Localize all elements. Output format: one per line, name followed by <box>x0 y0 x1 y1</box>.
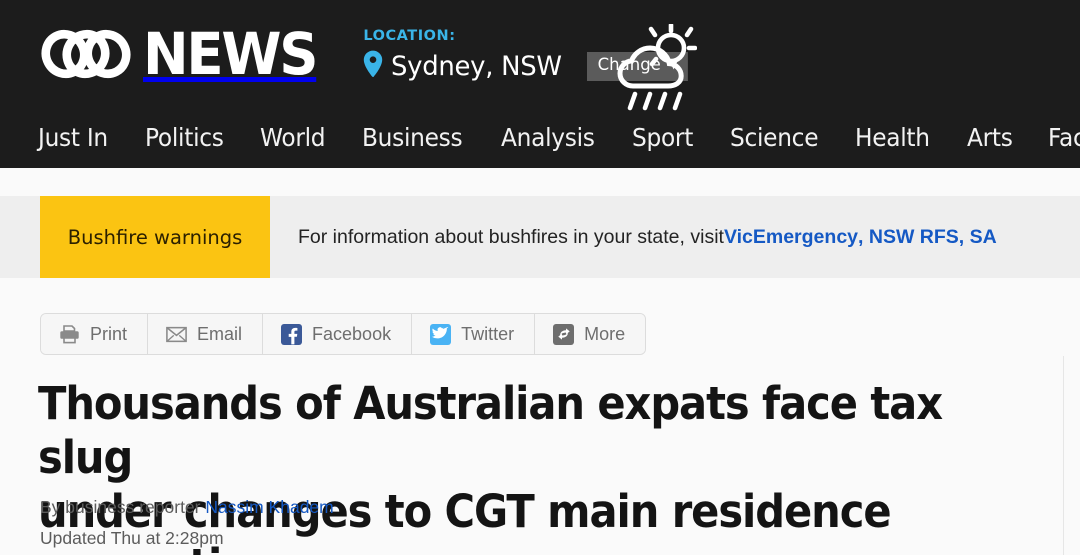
header-top-row: NEWS LOCATION: Sydney, NSW Change ▼ <box>40 18 698 111</box>
nav-item-analysis[interactable]: Analysis <box>500 122 595 152</box>
main-navigation: Just In Politics World Business Analysis… <box>0 108 1080 168</box>
share-button-facebook-label: Facebook <box>312 323 392 344</box>
share-button-print[interactable]: Print <box>41 314 149 354</box>
page-title: Thousands of Australian expats face tax … <box>38 377 1058 555</box>
nav-item-just-in[interactable]: Just In <box>38 122 108 152</box>
nav-item-health[interactable]: Health <box>855 122 931 152</box>
column-divider <box>1063 356 1064 555</box>
site-header: NEWS LOCATION: Sydney, NSW Change ▼ <box>0 0 1080 168</box>
headline-line-1: Thousands of Australian expats face tax … <box>38 377 943 484</box>
byline: By business reporter Nassim Khadem <box>40 497 334 518</box>
updated-timestamp: Updated Thu at 2:28pm <box>40 528 224 548</box>
share-button-more-label: More <box>584 323 626 344</box>
nav-item-fact-check[interactable]: Fact Ch <box>1048 122 1080 152</box>
envelope-icon <box>166 324 187 345</box>
bushfire-banner-prefix: For information about bushfires in your … <box>298 225 724 248</box>
byline-author-link[interactable]: Nassim Khadem <box>205 497 334 517</box>
location-value: Sydney, NSW <box>391 51 563 83</box>
map-pin-icon <box>363 50 383 83</box>
nav-item-science[interactable]: Science <box>729 122 819 152</box>
facebook-icon <box>281 323 303 345</box>
sun-behind-rain-cloud-icon[interactable] <box>611 22 698 119</box>
bushfire-warnings-tag[interactable]: Bushfire warnings <box>40 196 270 278</box>
share-more-icon <box>553 323 575 345</box>
nav-item-business[interactable]: Business <box>362 122 463 152</box>
byline-prefix: By business reporter <box>40 497 206 517</box>
location-row: Sydney, NSW Change ▼ <box>363 50 690 83</box>
bushfire-warning-banner: Bushfire warnings For information about … <box>0 196 1080 278</box>
printer-icon <box>59 324 80 345</box>
share-button-twitter[interactable]: Twitter <box>412 314 536 354</box>
location-block: LOCATION: Sydney, NSW Change ▼ <box>363 29 690 84</box>
nav-item-sport[interactable]: Sport <box>632 122 694 152</box>
nav-item-arts[interactable]: Arts <box>967 122 1013 152</box>
nav-item-politics[interactable]: Politics <box>144 122 224 152</box>
link-nsw-rfs[interactable]: NSW RFS <box>868 225 959 248</box>
abc-lissajous-logo-icon <box>40 29 132 79</box>
share-button-more[interactable]: More <box>535 314 646 354</box>
change-location-button[interactable]: Change ▼ <box>587 52 688 82</box>
bushfire-banner-text: For information about bushfires in your … <box>298 196 997 278</box>
banner-separator-2: , <box>958 225 970 248</box>
location-label: LOCATION: <box>363 27 456 44</box>
twitter-bird-icon <box>430 323 452 345</box>
headline-line-2: under changes to CGT main residence exem… <box>38 485 892 555</box>
change-location-label: Change <box>597 55 661 76</box>
abc-news-logo-link[interactable]: NEWS <box>40 25 327 83</box>
share-button-email[interactable]: Email <box>148 314 264 354</box>
link-vicemergency[interactable]: VicEmergency <box>723 225 859 248</box>
share-button-email-label: Email <box>197 323 243 344</box>
logo-wordmark: NEWS <box>143 20 319 88</box>
link-sa[interactable]: SA <box>969 225 997 248</box>
share-button-facebook[interactable]: Facebook <box>263 314 413 354</box>
share-toolbar: Print Email Facebook <box>40 313 647 355</box>
nav-item-world[interactable]: World <box>260 122 326 152</box>
share-button-print-label: Print <box>90 323 128 344</box>
banner-separator-1: , <box>858 225 869 248</box>
share-button-twitter-label: Twitter <box>461 323 515 344</box>
